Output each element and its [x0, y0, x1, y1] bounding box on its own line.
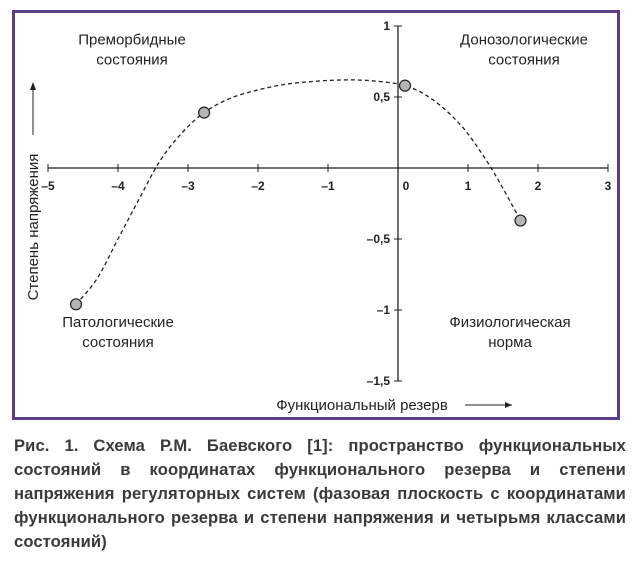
trend-curve-layer: [75, 79, 522, 305]
x-tick-label: 3: [605, 179, 612, 193]
y-axis-title: Степень напряжения: [25, 154, 42, 301]
y-axis-arrowhead: [30, 82, 36, 90]
x-tick-label: –4: [111, 179, 125, 193]
y-tick-label: 1: [383, 19, 390, 33]
axes: –5 –4 –3 –2 –1 0 1 2 3 –1,5 –1 –0,5 0,5 1: [41, 19, 611, 388]
x-tick-label: –5: [41, 179, 55, 193]
figure-caption: Рис. 1. Схема Р.М. Баевского [1]: простр…: [14, 436, 626, 551]
trend-curve: [75, 79, 522, 305]
x-tick-label: –1: [321, 179, 335, 193]
x-tick-label: –2: [251, 179, 265, 193]
region-label: Патологические состояния: [62, 314, 174, 351]
x-axis-arrowhead: [505, 402, 512, 408]
axis-titles: Функциональный резерв Степень напряжения: [25, 82, 512, 414]
chart: –5 –4 –3 –2 –1 0 1 2 3 –1,5 –1 –0,5 0,5 1 Преморбидны…: [25, 19, 612, 414]
y-tick-label: –1: [377, 303, 391, 317]
data-point: [398, 79, 412, 92]
x-axis-title: Функциональный резерв: [276, 397, 448, 414]
y-tick-label: 0,5: [373, 90, 390, 104]
data-point: [514, 214, 527, 227]
x-tick-label: –3: [181, 179, 195, 193]
x-tick-label: 0: [403, 179, 410, 193]
x-tick-label: 1: [465, 179, 472, 193]
y-tick-label: –1,5: [367, 374, 391, 388]
data-points: [69, 79, 527, 311]
data-point: [198, 106, 211, 119]
region-labels: Преморбидные состояния Донозологические сос…: [62, 31, 588, 351]
data-point: [69, 298, 83, 311]
region-label: Донозологические состояния: [460, 31, 588, 68]
region-label: Преморбидные состояния: [78, 31, 186, 68]
y-tick-label: –0,5: [367, 232, 391, 246]
x-tick-label: 2: [535, 179, 542, 193]
region-label: Физиологическая норма: [449, 314, 570, 351]
